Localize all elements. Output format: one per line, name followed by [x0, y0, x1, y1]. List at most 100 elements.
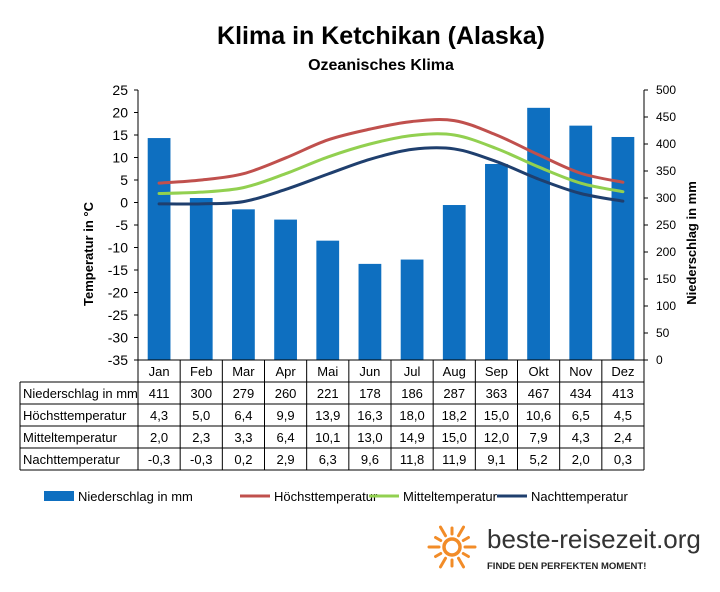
table-row-label: Mitteltemperatur: [23, 430, 118, 445]
y-tick-label: 15: [112, 127, 128, 143]
table-cell: 9,9: [277, 408, 295, 423]
table-row-label: Niederschlag in mm: [23, 386, 138, 401]
legend-label: Niederschlag in mm: [78, 489, 193, 504]
table-cell: -0,3: [190, 452, 212, 467]
x-tick-label: Dez: [611, 364, 634, 379]
table-cell: 178: [359, 386, 381, 401]
table-cell: 10,1: [315, 430, 340, 445]
sun-ray-icon: [439, 556, 447, 569]
axes: -35-30-25-20-15-10-505101520250501001502…: [108, 82, 677, 368]
sun-ray-icon: [461, 536, 470, 542]
table-cell: 434: [570, 386, 592, 401]
y-tick-label: -30: [108, 330, 128, 346]
table-cell: 4,3: [150, 408, 168, 423]
bar-feb: [189, 198, 213, 360]
y2-tick-label: 350: [656, 164, 676, 178]
table-cell: 5,2: [530, 452, 548, 467]
sun-ray-icon: [434, 552, 443, 558]
x-tick-label: Jun: [359, 364, 380, 379]
data-table: Jan Feb Mar Apr Mai Jun Jul Aug Sep Okt Nov Dez Nied…: [19, 359, 645, 471]
table-cell: 279: [233, 386, 255, 401]
table-cell: 15,0: [442, 430, 467, 445]
line-höchsttemperatur: [157, 118, 625, 185]
chart-subtitle: Ozeanisches Klima: [308, 57, 454, 74]
table-cell: 300: [190, 386, 212, 401]
sun-ray-icon: [439, 525, 447, 538]
table-cell: 0,3: [614, 452, 632, 467]
bar-apr: [274, 219, 297, 360]
sun-ray-icon: [457, 556, 465, 569]
y-tick-label: 10: [112, 150, 128, 166]
line-nachttemperatur: [157, 146, 625, 206]
bar-sep: [485, 163, 508, 360]
y-tick-label: -20: [108, 285, 128, 301]
precipitation-bars: [147, 107, 635, 360]
table-cell: 3,3: [234, 430, 252, 445]
sun-icon: [442, 537, 462, 557]
table-cell: 2,3: [192, 430, 210, 445]
table-cell: 2,9: [277, 452, 295, 467]
y-axis-title: Temperatur in °C: [81, 201, 96, 306]
table-cell: 18,0: [399, 408, 424, 423]
bar-mai: [316, 240, 340, 360]
x-tick-label: Jul: [404, 364, 421, 379]
y2-tick-label: 450: [656, 110, 676, 124]
table-cell: 13,0: [357, 430, 382, 445]
table-cell: 2,0: [150, 430, 168, 445]
y2-tick-label: 150: [656, 272, 676, 286]
y-tick-label: 25: [112, 82, 128, 98]
bar-aug: [442, 205, 466, 360]
table-row-label: Höchsttemperatur: [23, 408, 127, 423]
table-cell: 4,5: [614, 408, 632, 423]
legend-label: Nachttemperatur: [531, 489, 628, 504]
sun-ray-icon: [457, 525, 465, 538]
site-tagline: FINDE DEN PERFEKTEN MOMENT!: [487, 561, 646, 572]
table-cell: 0,2: [234, 452, 252, 467]
table-cell: 467: [528, 386, 550, 401]
y-tick-label: 20: [112, 105, 128, 121]
y2-tick-label: 50: [656, 326, 670, 340]
legend-label: Mitteltemperatur: [403, 489, 498, 504]
x-tick-label: Mai: [317, 364, 338, 379]
table-cell: 6,4: [234, 408, 252, 423]
y-tick-label: -15: [108, 262, 128, 278]
y2-axis-title: Niederschlag in mm: [684, 181, 699, 305]
bar-okt: [527, 107, 550, 360]
temperature-lines: [157, 118, 625, 206]
legend-swatch: [44, 491, 74, 501]
bar-jan: [147, 138, 171, 360]
table-cell: -0,3: [148, 452, 170, 467]
table-cell: 6,4: [277, 430, 295, 445]
x-tick-label: Mar: [232, 364, 255, 379]
bar-mar: [232, 209, 255, 360]
table-cell: 18,2: [442, 408, 467, 423]
table-cell: 287: [443, 386, 465, 401]
y-tick-label: -10: [108, 240, 128, 256]
y2-tick-label: 300: [656, 191, 676, 205]
bar-jun: [358, 263, 382, 360]
line-mitteltemperatur: [157, 132, 625, 195]
sun-ray-icon: [461, 552, 470, 558]
table-cell: 413: [612, 386, 634, 401]
legend: Niederschlag in mm Höchsttemperatur Mittel…: [44, 489, 628, 504]
bar-dez: [611, 136, 635, 360]
chart-title: Klima in Ketchikan (Alaska): [217, 22, 545, 50]
table-cell: 9,6: [361, 452, 379, 467]
table-cell: 186: [401, 386, 423, 401]
table-cell: 12,0: [484, 430, 509, 445]
table-cell: 7,9: [530, 430, 548, 445]
table-cell: 4,3: [572, 430, 590, 445]
y2-tick-label: 250: [656, 218, 676, 232]
x-tick-label: Apr: [275, 364, 296, 379]
y2-tick-label: 500: [656, 83, 676, 97]
table-cell: 15,0: [484, 408, 509, 423]
x-tick-label: Feb: [190, 364, 212, 379]
bar-nov: [569, 125, 593, 360]
sun-ray-icon: [434, 536, 443, 542]
table-cell: 2,4: [614, 430, 632, 445]
x-tick-label: Okt: [528, 364, 549, 379]
table-cell: 411: [149, 386, 170, 401]
x-tick-label: Sep: [485, 364, 508, 379]
y2-tick-label: 100: [656, 299, 676, 313]
site-name: beste-reisezeit.org: [487, 524, 701, 554]
